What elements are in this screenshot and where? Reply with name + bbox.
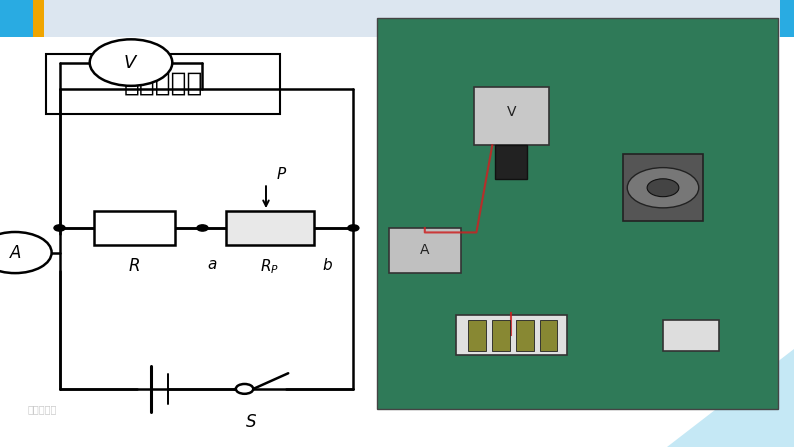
Circle shape: [627, 168, 699, 208]
Bar: [94, 211, 175, 245]
Bar: [516, 320, 534, 351]
Bar: [473, 87, 549, 145]
Text: $V$: $V$: [123, 54, 139, 72]
Circle shape: [197, 225, 208, 231]
Text: A: A: [420, 243, 430, 257]
Text: $b$: $b$: [322, 257, 333, 273]
Text: $P$: $P$: [276, 166, 287, 182]
Text: $S$: $S$: [245, 413, 257, 431]
Bar: [495, 145, 527, 179]
Bar: [780, 0, 794, 37]
Bar: [540, 320, 557, 351]
Circle shape: [348, 225, 359, 231]
Bar: [377, 18, 778, 409]
Text: $A$: $A$: [9, 244, 21, 261]
Circle shape: [54, 225, 65, 231]
Text: V: V: [507, 105, 516, 119]
Bar: [456, 315, 567, 355]
Bar: [0, 0, 794, 37]
Text: 为梦想奋斗: 为梦想奋斗: [28, 404, 57, 414]
Polygon shape: [667, 349, 794, 447]
Bar: [623, 154, 703, 221]
Bar: [46, 54, 280, 114]
Circle shape: [90, 39, 172, 86]
Circle shape: [0, 232, 52, 273]
Bar: [492, 320, 510, 351]
Bar: [0, 0, 33, 37]
Text: $R$: $R$: [128, 257, 141, 275]
Circle shape: [236, 384, 253, 394]
Text: 实验电路图: 实验电路图: [124, 71, 202, 97]
Bar: [468, 320, 486, 351]
Circle shape: [647, 179, 679, 197]
Bar: [663, 320, 719, 351]
Bar: [389, 228, 461, 273]
Bar: [33, 0, 44, 37]
Text: $a$: $a$: [206, 257, 218, 272]
Bar: [226, 211, 314, 245]
Text: $R_P$: $R_P$: [260, 257, 279, 276]
